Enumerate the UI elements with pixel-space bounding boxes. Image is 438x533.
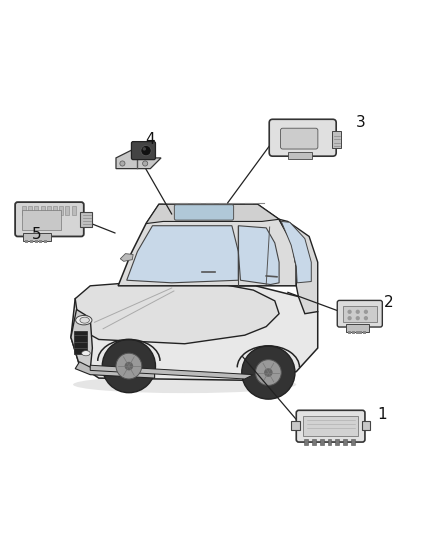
Circle shape [255,360,281,385]
Bar [34,206,39,215]
Text: 5: 5 [32,227,41,242]
Circle shape [143,147,146,151]
Ellipse shape [76,316,92,325]
Polygon shape [146,204,279,223]
Bar [44,240,47,244]
Bar [22,210,61,230]
Bar [343,439,347,446]
Ellipse shape [80,317,89,323]
Bar [348,331,351,334]
FancyBboxPatch shape [174,205,233,220]
Bar [74,331,87,354]
Bar [59,206,63,215]
Bar [22,206,26,215]
Bar [30,240,33,244]
Bar [291,421,300,431]
Circle shape [116,353,142,379]
FancyBboxPatch shape [15,202,84,237]
Bar [351,439,355,446]
Ellipse shape [81,351,90,356]
Bar [332,131,341,148]
Polygon shape [127,225,238,283]
Polygon shape [71,310,92,369]
FancyBboxPatch shape [269,119,336,156]
Circle shape [141,146,151,156]
Circle shape [242,346,295,399]
Polygon shape [75,279,279,344]
Bar [288,152,312,159]
Bar [23,233,51,241]
Bar [361,421,370,431]
Circle shape [264,368,272,377]
Circle shape [364,310,368,314]
Bar [35,240,38,244]
Polygon shape [279,219,318,314]
Bar [304,439,308,446]
Circle shape [356,316,360,320]
Circle shape [124,362,133,370]
Bar [336,439,339,446]
Text: 4: 4 [145,132,155,147]
Circle shape [347,316,352,320]
Text: 2: 2 [384,295,393,311]
Bar [312,439,316,446]
Bar [359,331,362,334]
FancyBboxPatch shape [280,128,318,149]
Circle shape [356,310,360,314]
Text: 3: 3 [356,115,366,130]
Bar [25,240,28,244]
Bar [65,206,69,215]
Polygon shape [75,362,155,378]
Polygon shape [281,221,311,283]
Bar [71,206,76,215]
Ellipse shape [73,376,296,393]
Bar [53,206,57,215]
Circle shape [143,161,148,166]
Bar [41,206,45,215]
FancyBboxPatch shape [337,301,382,327]
Bar [343,305,377,322]
Bar [346,324,369,332]
Bar [356,331,359,334]
Polygon shape [118,204,296,286]
Bar [39,240,42,244]
Bar [328,439,332,446]
Polygon shape [90,365,253,379]
Bar [28,206,32,215]
Bar [303,416,358,436]
FancyBboxPatch shape [296,410,365,442]
Circle shape [102,340,155,393]
Bar [320,439,324,446]
Polygon shape [71,286,318,380]
Text: 1: 1 [377,407,387,422]
Circle shape [347,310,352,314]
Bar [80,212,92,227]
Polygon shape [116,149,161,168]
Circle shape [120,161,125,166]
Bar [352,331,355,334]
Bar [47,206,51,215]
Polygon shape [120,254,133,261]
FancyBboxPatch shape [131,142,155,159]
Bar [363,331,366,334]
Polygon shape [238,225,279,285]
Circle shape [364,316,368,320]
